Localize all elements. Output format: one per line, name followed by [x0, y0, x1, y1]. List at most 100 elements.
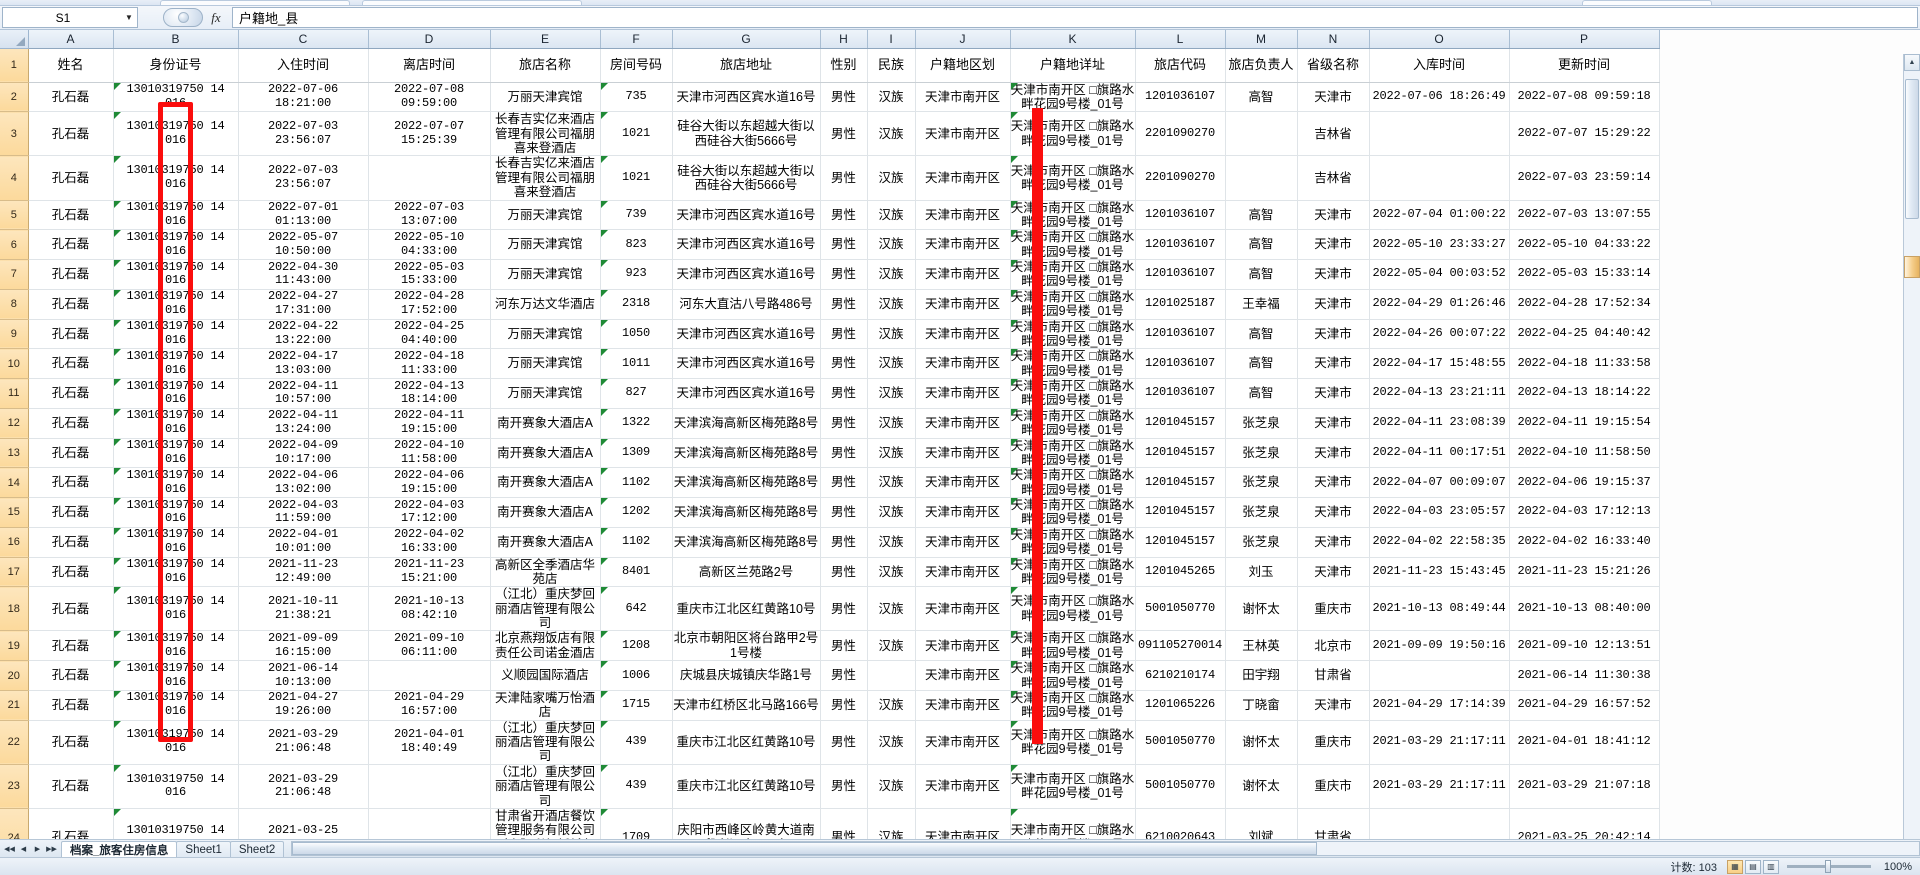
nav-first-sheet-icon[interactable]: ◀◀	[4, 845, 15, 853]
table-cell[interactable]: 男性	[820, 630, 868, 662]
table-cell[interactable]: 天津市南开区	[915, 82, 1011, 113]
table-cell[interactable]: 2022-04-06 13:02:00	[238, 467, 369, 498]
table-cell[interactable]: 谢怀太	[1225, 586, 1298, 632]
table-cell[interactable]: 2022-05-10 04:33:00	[368, 229, 491, 260]
table-cell[interactable]: 男性	[820, 229, 868, 260]
table-cell[interactable]: 高智	[1225, 200, 1298, 231]
table-cell[interactable]: 天津市南开区	[915, 764, 1011, 809]
column-header-G[interactable]: G	[672, 30, 821, 49]
table-cell[interactable]: 2022-04-11 10:57:00	[238, 378, 369, 409]
table-cell[interactable]: 天津市南开区	[915, 630, 1011, 662]
table-cell[interactable]: 439	[600, 720, 673, 765]
table-cell[interactable]: 汉族	[867, 408, 916, 439]
column-header-N[interactable]: N	[1297, 30, 1370, 49]
table-cell[interactable]: 万丽天津宾馆	[490, 348, 601, 379]
table-cell[interactable]: 2021-03-29 21:06:48	[238, 764, 369, 809]
table-cell[interactable]: 2022-04-11 13:24:00	[238, 408, 369, 439]
table-cell[interactable]: 13010319750 14 016	[113, 348, 239, 379]
table-cell[interactable]: 1208	[600, 630, 673, 662]
column-header-B[interactable]: B	[113, 30, 239, 49]
table-cell[interactable]: 天津市南开区	[915, 155, 1011, 201]
column-title-cell[interactable]: 身份证号	[113, 48, 239, 83]
table-cell[interactable]: 2022-04-17 15:48:55	[1369, 348, 1510, 379]
table-cell[interactable]: 1201045157	[1135, 408, 1226, 439]
table-cell[interactable]: 孔石磊	[28, 289, 114, 320]
table-cell[interactable]: 1201036107	[1135, 82, 1226, 113]
table-cell[interactable]: 2022-05-04 00:03:52	[1369, 259, 1510, 290]
sheet-tab-3[interactable]: Sheet2	[229, 840, 285, 858]
table-cell[interactable]: 2021-06-14 10:13:00	[238, 660, 369, 691]
table-cell[interactable]: 天津市南开区	[915, 378, 1011, 409]
table-cell[interactable]: 1201065226	[1135, 690, 1226, 721]
column-title-cell[interactable]: 性别	[820, 48, 868, 83]
table-cell[interactable]: 1201045157	[1135, 527, 1226, 558]
table-cell[interactable]: 5001050770	[1135, 764, 1226, 809]
table-cell[interactable]: 2021-04-01 18:41:12	[1509, 720, 1660, 765]
table-cell[interactable]: 汉族	[867, 438, 916, 469]
row-header-16[interactable]: 16	[0, 527, 29, 558]
zoom-slider-knob[interactable]	[1825, 860, 1831, 873]
table-cell[interactable]: 天津市南开区	[915, 660, 1011, 691]
table-cell[interactable]: 重庆市江北区红黄路10号	[672, 586, 821, 632]
table-cell[interactable]: 万丽天津宾馆	[490, 259, 601, 290]
table-cell[interactable]: 2022-04-29 01:26:46	[1369, 289, 1510, 320]
table-cell[interactable]: （江北）重庆梦回丽酒店管理有限公司	[490, 764, 601, 809]
table-cell[interactable]: 2021-03-29 21:17:11	[1369, 764, 1510, 809]
row-header-3[interactable]: 3	[0, 111, 29, 157]
table-cell[interactable]: 万丽天津宾馆	[490, 378, 601, 409]
table-cell[interactable]: 13010319750 14 016	[113, 557, 239, 588]
view-pagelayout-button[interactable]: ▤	[1745, 859, 1761, 874]
table-cell[interactable]: 天津滨海高新区梅苑路8号	[672, 527, 821, 558]
table-cell[interactable]: 孔石磊	[28, 557, 114, 588]
table-cell[interactable]: 823	[600, 229, 673, 260]
column-title-cell[interactable]: 入住时间	[238, 48, 369, 83]
table-cell[interactable]: （江北）重庆梦回丽酒店管理有限公司	[490, 720, 601, 765]
table-cell[interactable]: 谢怀太	[1225, 764, 1298, 809]
formula-expand-button[interactable]	[163, 8, 203, 27]
table-cell[interactable]: 高新区全季酒店华苑店	[490, 557, 601, 588]
table-cell[interactable]: 天津市南开区	[915, 497, 1011, 528]
table-cell[interactable]: 天津市南开区 □旗路水畔花园9号楼_01号	[1010, 348, 1136, 379]
table-cell[interactable]: 2022-04-03 23:05:57	[1369, 497, 1510, 528]
table-cell[interactable]: 天津市南开区	[915, 720, 1011, 765]
table-cell[interactable]: 1102	[600, 467, 673, 498]
table-cell[interactable]: 2022-04-03 17:12:13	[1509, 497, 1660, 528]
table-cell[interactable]: 北京市	[1297, 630, 1370, 662]
table-cell[interactable]: 天津市南开区 □旗路水畔花园9号楼_01号	[1010, 259, 1136, 290]
table-cell[interactable]: 孔石磊	[28, 660, 114, 691]
table-cell[interactable]: 天津市南开区	[915, 111, 1011, 157]
nav-last-sheet-icon[interactable]: ▶▶	[46, 845, 57, 853]
table-cell[interactable]: 1202	[600, 497, 673, 528]
column-title-cell[interactable]: 户籍地详址	[1010, 48, 1136, 83]
table-cell[interactable]: 重庆市江北区红黄路10号	[672, 720, 821, 765]
table-cell[interactable]: 739	[600, 200, 673, 231]
table-cell[interactable]: 923	[600, 259, 673, 290]
table-cell[interactable]: 孔石磊	[28, 155, 114, 201]
table-cell[interactable]: 2021-09-09 19:50:16	[1369, 630, 1510, 662]
table-cell[interactable]: 天津市	[1297, 348, 1370, 379]
table-cell[interactable]: 男性	[820, 660, 868, 691]
table-cell[interactable]: 2022-04-06 19:15:37	[1509, 467, 1660, 498]
table-cell[interactable]: 汉族	[867, 586, 916, 632]
zoom-slider-track[interactable]	[1787, 860, 1871, 873]
table-cell[interactable]: 天津市南开区 □旗路水畔花园9号楼_01号	[1010, 378, 1136, 409]
table-cell[interactable]: 2022-04-03 11:59:00	[238, 497, 369, 528]
row-header-9[interactable]: 9	[0, 319, 29, 350]
table-cell[interactable]: 王林英	[1225, 630, 1298, 662]
table-cell[interactable]: 天津市	[1297, 259, 1370, 290]
table-cell[interactable]	[1369, 660, 1510, 691]
table-cell[interactable]: 天津市河西区宾水道16号	[672, 229, 821, 260]
table-cell[interactable]: 汉族	[867, 200, 916, 231]
table-cell[interactable]: 2022-04-26 00:07:22	[1369, 319, 1510, 350]
row-header-1[interactable]: 1	[0, 48, 29, 83]
table-cell[interactable]: 天津市南开区 □旗路水畔花园9号楼_01号	[1010, 720, 1136, 765]
table-cell[interactable]: 1715	[600, 690, 673, 721]
table-cell[interactable]: 2022-07-07 15:25:39	[368, 111, 491, 157]
table-cell[interactable]: 硅谷大街以东超越大街以西硅谷大街5666号	[672, 111, 821, 157]
row-header-22[interactable]: 22	[0, 720, 29, 765]
table-cell[interactable]: 13010319750 14 016	[113, 690, 239, 721]
table-cell[interactable]: 天津市南开区 □旗路水畔花园9号楼_01号	[1010, 229, 1136, 260]
row-header-17[interactable]: 17	[0, 557, 29, 588]
table-cell[interactable]: 男性	[820, 348, 868, 379]
chevron-down-icon[interactable]: ▼	[125, 13, 133, 22]
